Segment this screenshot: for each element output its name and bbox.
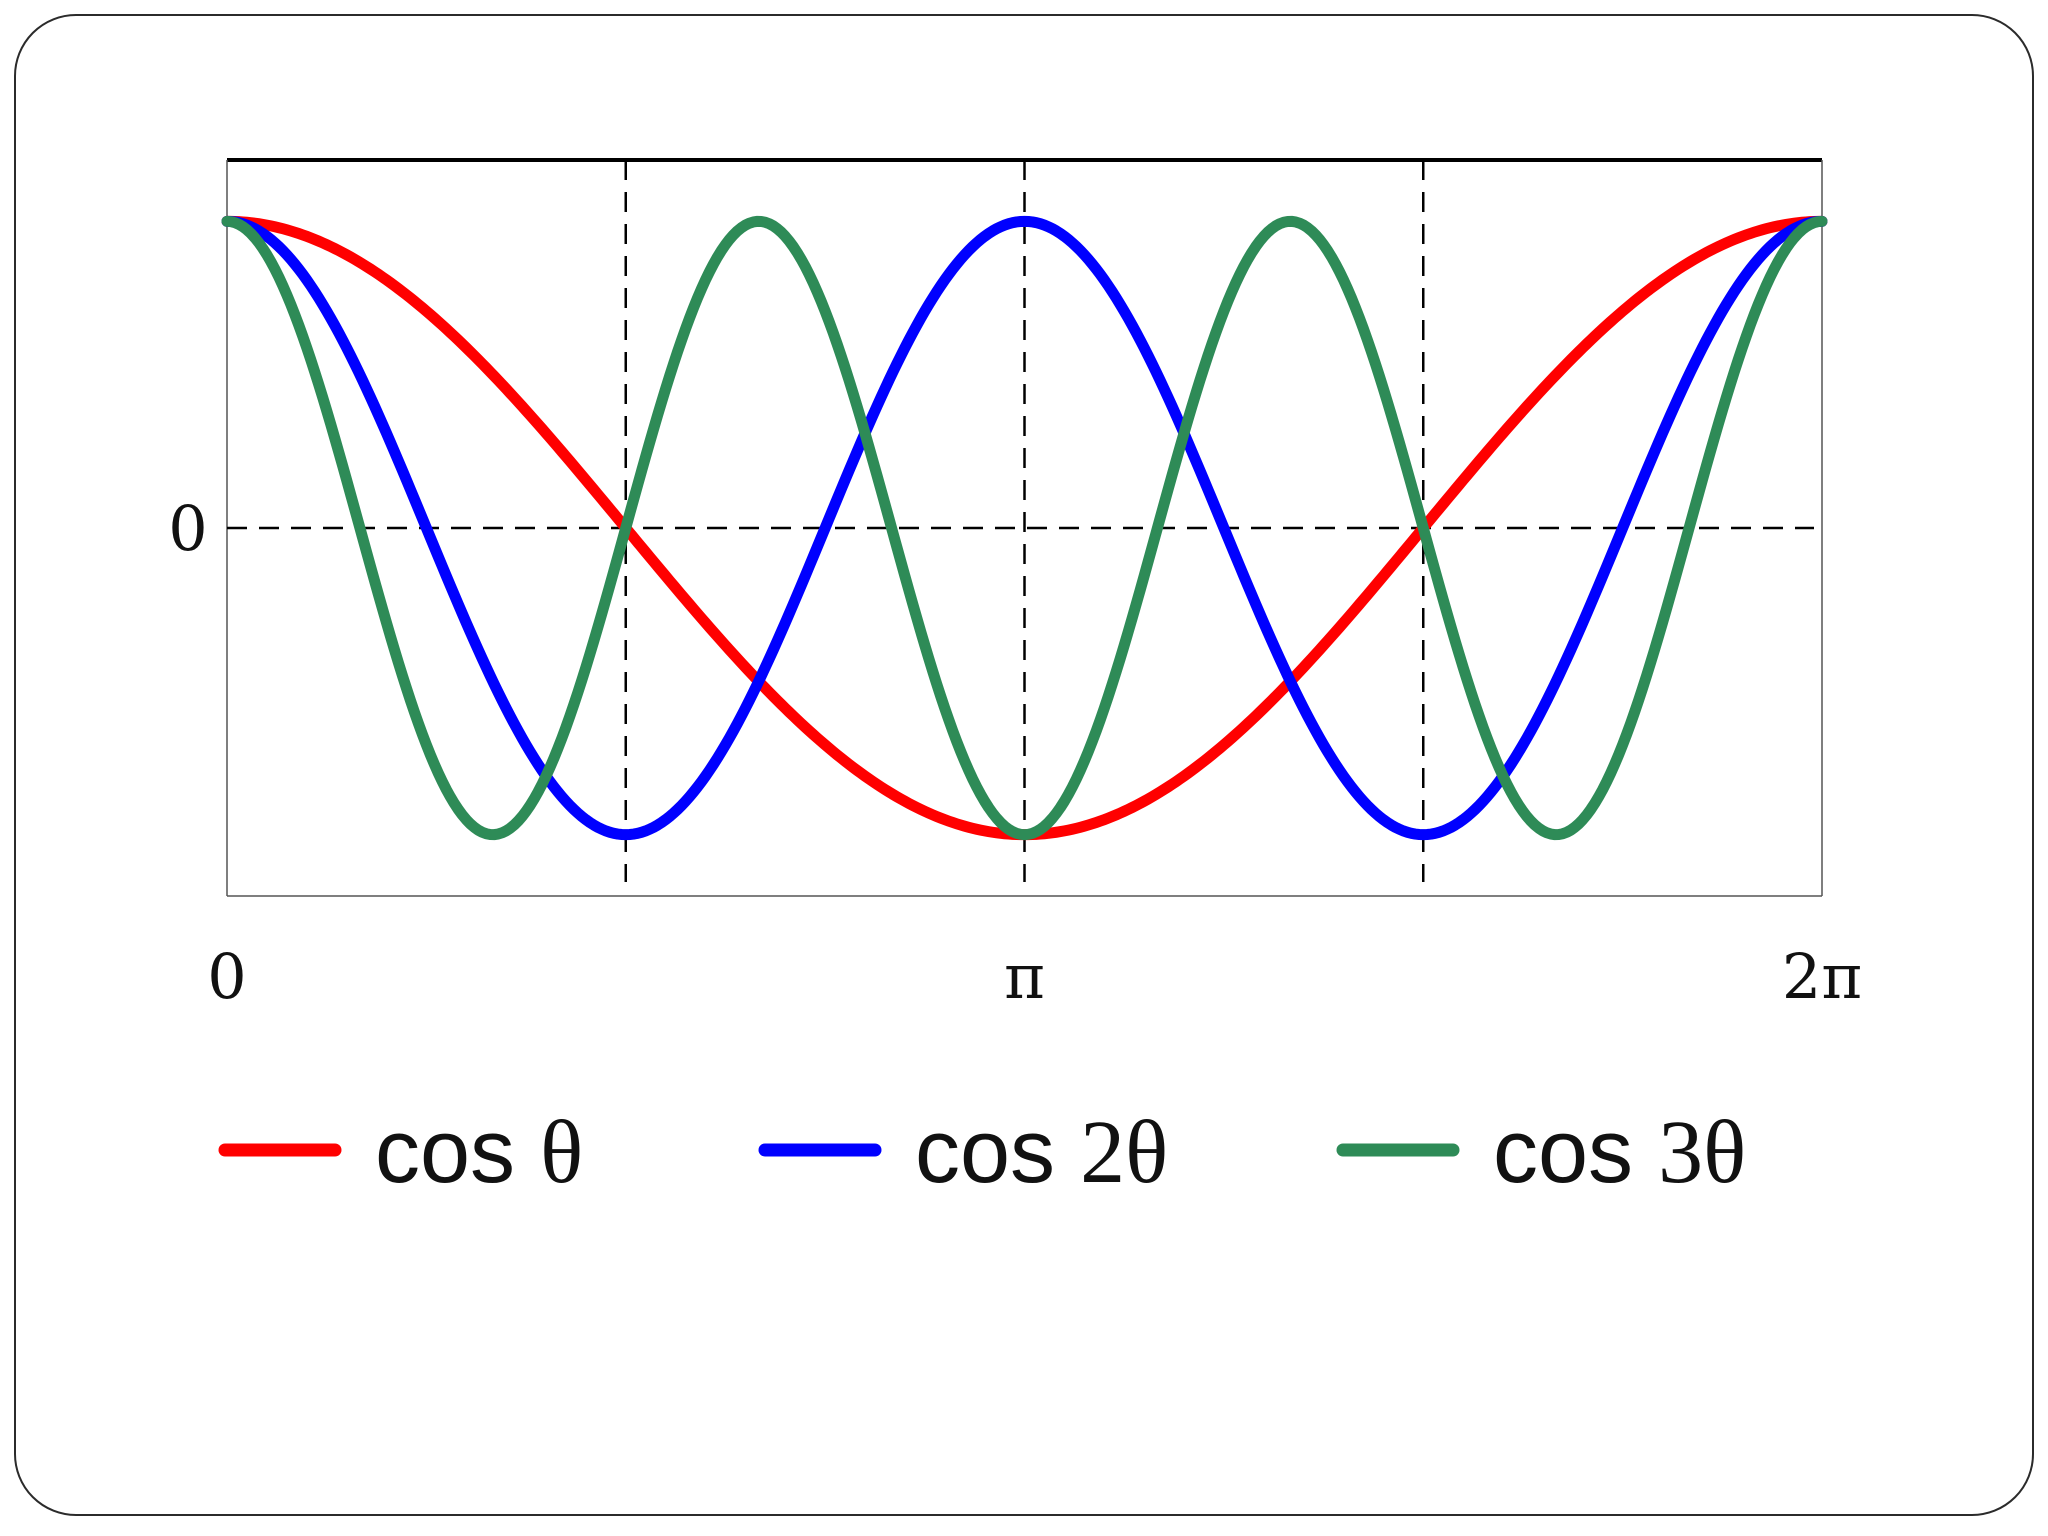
x-tick-label-1: 0	[207, 940, 246, 1013]
reference-lines	[227, 160, 1814, 882]
series-line-cos-3θ	[221, 215, 1828, 841]
x-tick-label-3: 2π	[1782, 940, 1862, 1013]
x-tick-label-2: π	[1004, 940, 1045, 1013]
legend: cos θ cos 2θ cos 3θ	[218, 1102, 1746, 1202]
tick-labels: 0 π 2π 0	[168, 492, 1862, 1013]
series-line-cos-2θ	[221, 215, 1828, 841]
y-tick-label-1: 0	[168, 492, 207, 565]
legend-label-3: cos 3θ	[1493, 1102, 1746, 1202]
legend-label-1: cos θ	[375, 1102, 583, 1202]
series-lines	[221, 215, 1828, 841]
legend-label-2: cos 2θ	[915, 1102, 1168, 1202]
